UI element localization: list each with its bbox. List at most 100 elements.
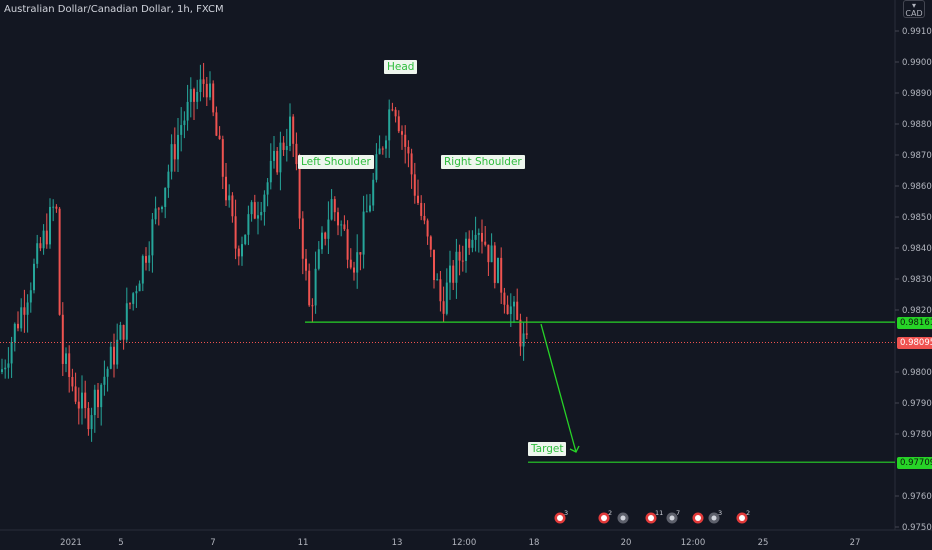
candle-body <box>109 346 112 369</box>
candle-body <box>474 234 477 240</box>
candle-body <box>263 194 266 212</box>
arrow-head-icon <box>569 445 580 453</box>
candle-body <box>74 386 77 402</box>
candle-body <box>1 369 3 372</box>
candle-body <box>90 415 93 430</box>
candle-body <box>343 224 346 230</box>
x-tick-label: 2021 <box>60 538 82 548</box>
candle-body <box>279 142 282 173</box>
x-tick-label: 7 <box>210 538 215 548</box>
candle-body <box>132 293 135 304</box>
currency-label: CAD <box>905 9 923 18</box>
candle-body <box>17 323 19 329</box>
candle-body <box>333 199 336 213</box>
candle-body <box>330 199 333 220</box>
candle-body <box>58 208 61 315</box>
projection-arrow[interactable] <box>540 323 577 453</box>
x-tick-label: 20 <box>621 538 632 548</box>
x-tick-label: 12:00 <box>681 538 706 548</box>
candle-body <box>417 195 419 203</box>
candle-body <box>516 301 519 320</box>
candle-body <box>442 301 445 314</box>
event-count-label: 11 <box>655 509 663 517</box>
gear-icon <box>669 515 675 521</box>
target-price-badge: 0.97709 <box>897 457 932 469</box>
candle-body <box>106 368 109 377</box>
candle-body <box>413 174 416 196</box>
candle-body <box>225 176 227 201</box>
candle-body <box>257 215 259 219</box>
candle-body <box>493 245 496 283</box>
candle-body <box>253 202 256 219</box>
candle-body <box>407 146 410 154</box>
candle-body <box>177 134 179 160</box>
candle-body <box>212 83 215 113</box>
candle-body <box>29 290 32 303</box>
candle-body <box>77 401 80 409</box>
candle-body <box>81 392 83 409</box>
gear-icon <box>711 515 717 521</box>
currency-badge[interactable]: ▾ CAD <box>903 0 925 18</box>
candle-body <box>337 212 339 226</box>
x-tick-label: 5 <box>118 538 123 548</box>
candle-body <box>55 206 58 209</box>
neckline-price-badge: 0.98161 <box>897 317 932 329</box>
candle-body <box>375 154 378 180</box>
candle-body <box>266 182 269 195</box>
candle-body <box>260 211 263 216</box>
candle-body <box>340 224 343 226</box>
candle-body <box>461 260 464 262</box>
x-tick-label: 27 <box>850 538 861 548</box>
left-shoulder-annotation[interactable]: Left Shoulder <box>298 155 374 169</box>
candle-body <box>113 346 115 365</box>
candle-body <box>269 160 272 183</box>
candle-body <box>484 241 487 245</box>
candle-body <box>215 112 218 136</box>
candle-body <box>93 389 96 416</box>
candle-body <box>122 324 125 340</box>
candle-body <box>61 314 64 364</box>
candle-body <box>135 291 138 294</box>
candle-body <box>458 251 461 261</box>
candle-body <box>289 116 291 147</box>
candle-body <box>164 187 167 207</box>
right-shoulder-annotation[interactable]: Right Shoulder <box>441 155 525 169</box>
candle-body <box>148 255 151 263</box>
candle-body <box>71 376 74 387</box>
candle-body <box>305 258 307 271</box>
event-count-label: 2 <box>746 509 750 517</box>
candle-body <box>241 244 243 257</box>
candle-body <box>497 257 499 283</box>
candle-body <box>221 139 224 177</box>
candle-body <box>468 238 471 248</box>
candle-body <box>33 263 35 291</box>
candle-body <box>234 216 237 249</box>
head-annotation[interactable]: Head <box>384 60 418 74</box>
event-count-label: 3 <box>564 509 568 517</box>
candle-body <box>433 249 435 281</box>
candle-body <box>321 232 323 250</box>
chart-title: Australian Dollar/Canadian Dollar, 1h, F… <box>4 4 224 15</box>
candle-body <box>522 333 525 347</box>
candle-body <box>196 91 199 102</box>
candle-body <box>42 230 45 249</box>
target-annotation[interactable]: Target <box>528 442 567 456</box>
candle-body <box>52 206 55 208</box>
candle-body <box>506 304 509 315</box>
candle-body <box>84 392 87 409</box>
candle-body <box>161 206 163 210</box>
candle-body <box>282 142 285 150</box>
candle-body <box>97 389 99 408</box>
candle-body <box>500 257 503 293</box>
candle-body <box>36 243 39 264</box>
candle-body <box>157 208 160 210</box>
candle-body <box>295 143 298 165</box>
